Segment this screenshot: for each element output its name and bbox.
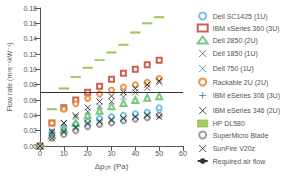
svg-text:HP DL580: HP DL580 <box>213 120 245 127</box>
svg-text:0.08: 0.08 <box>23 81 37 88</box>
svg-text:0.14: 0.14 <box>23 35 37 42</box>
svg-text:0.16: 0.16 <box>23 20 37 27</box>
svg-text:0.04: 0.04 <box>23 112 37 119</box>
svg-text:40: 40 <box>131 150 139 157</box>
svg-text:0.12: 0.12 <box>23 51 37 58</box>
svg-text:Dell 1850 (1U): Dell 1850 (1U) <box>213 50 258 58</box>
svg-text:0.02: 0.02 <box>23 127 37 134</box>
svg-text:Rackable 2U (2U): Rackable 2U (2U) <box>213 79 269 87</box>
svg-text:IBM eSeries 346 (2U): IBM eSeries 346 (2U) <box>213 107 280 115</box>
svg-text:SunFire V20z: SunFire V20z <box>213 145 256 152</box>
svg-text:Dell SC1425 (1U): Dell SC1425 (1U) <box>213 13 268 21</box>
svg-text:50: 50 <box>155 150 163 157</box>
svg-text:SuperMicro Blade: SuperMicro Blade <box>213 132 269 140</box>
svg-text:Dell 2850 (2U): Dell 2850 (2U) <box>213 37 258 45</box>
svg-text:0.18: 0.18 <box>23 5 37 12</box>
svg-text:60: 60 <box>179 150 187 157</box>
svg-text:0.06: 0.06 <box>23 97 37 104</box>
svg-text:Δp₀ₕ (Pa): Δp₀ₕ (Pa) <box>95 162 129 171</box>
svg-text:20: 20 <box>84 150 92 157</box>
svg-text:Flow rate (m³s⁻¹kW⁻¹): Flow rate (m³s⁻¹kW⁻¹) <box>6 42 14 111</box>
svg-text:0: 0 <box>38 150 42 157</box>
svg-text:0.00: 0.00 <box>23 142 37 150</box>
svg-text:10: 10 <box>60 150 68 157</box>
svg-text:IBM xSeries 360 (3U): IBM xSeries 360 (3U) <box>213 25 280 33</box>
svg-text:Dell 750 (1U): Dell 750 (1U) <box>213 65 254 73</box>
svg-text:30: 30 <box>108 150 116 157</box>
svg-text:IBM eSeries 306 (3U): IBM eSeries 306 (3U) <box>213 92 280 100</box>
svg-text:Required air flow: Required air flow <box>213 158 266 166</box>
svg-text:0.10: 0.10 <box>23 66 37 73</box>
